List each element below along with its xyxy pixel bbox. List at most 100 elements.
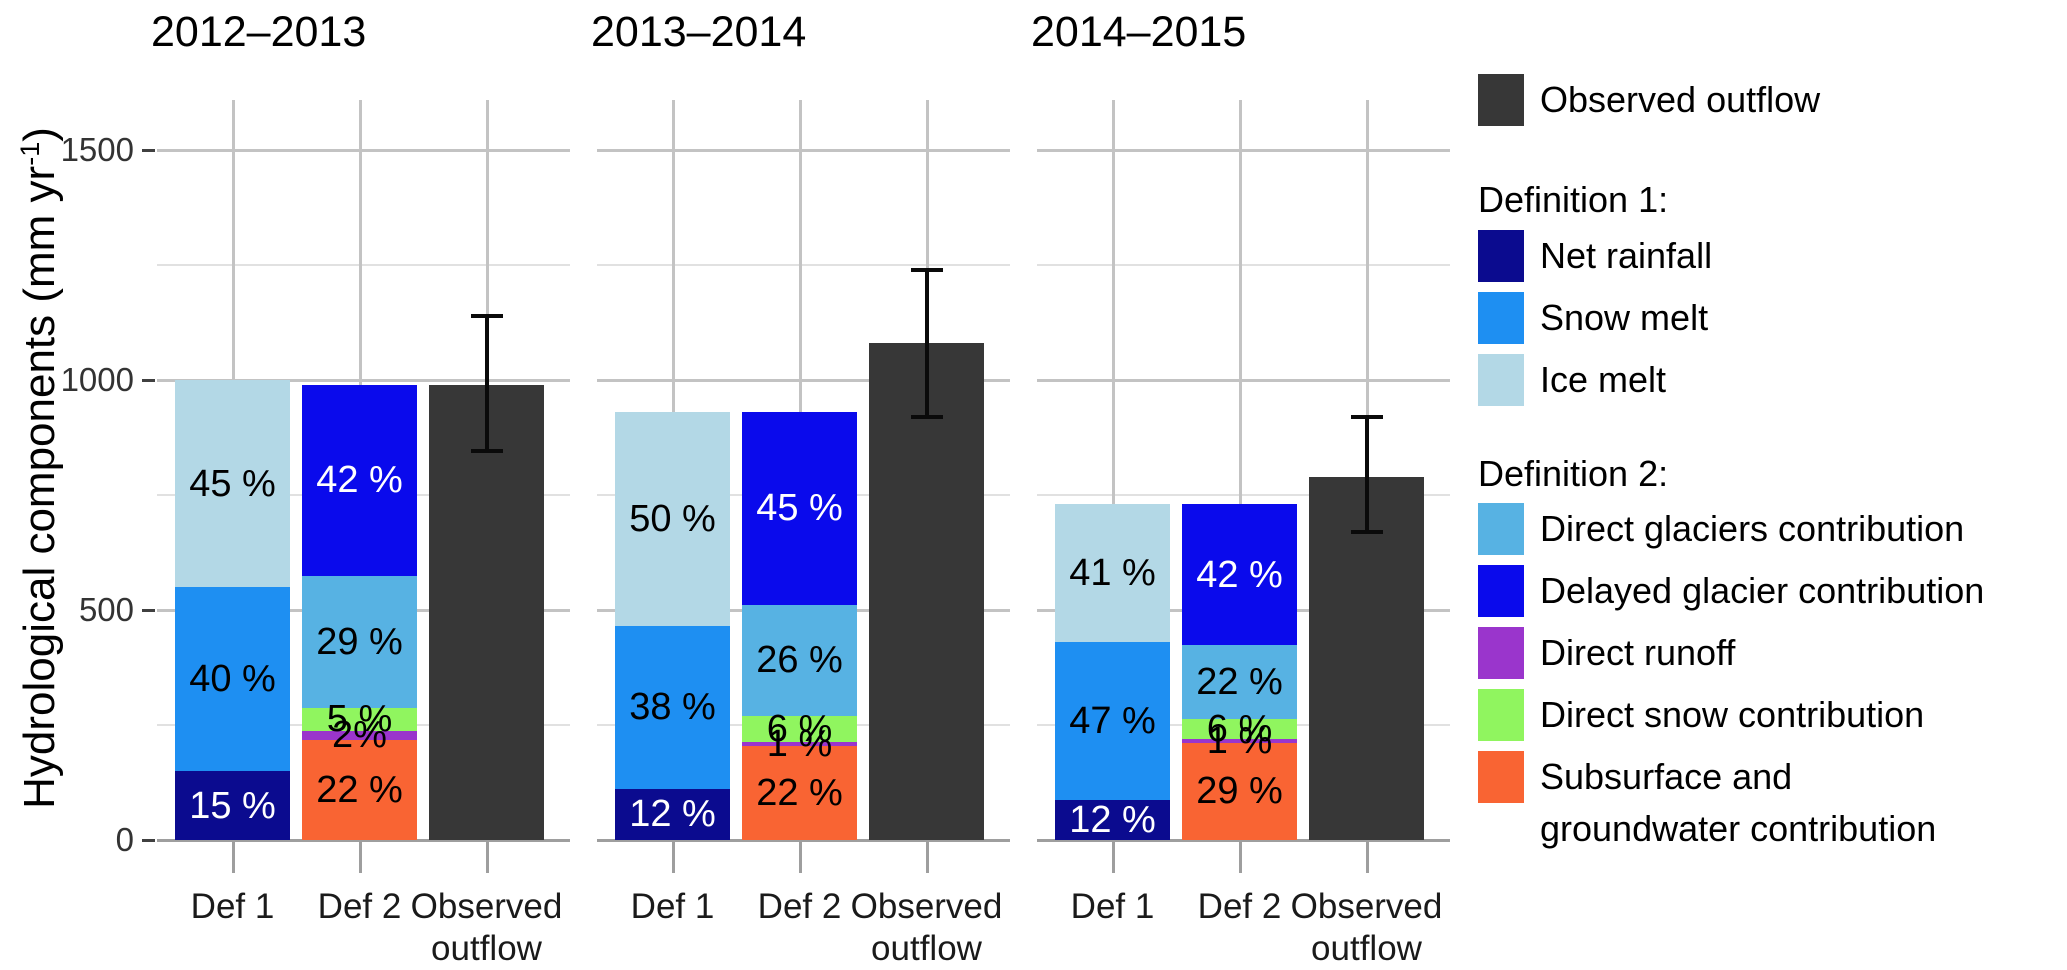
gridline-minor — [157, 264, 570, 266]
legend-label-direct-glaciers: Direct glaciers contribution — [1540, 508, 1965, 549]
bar-segment-snow_melt — [1055, 641, 1170, 800]
bar-segment-subsurface_groundwater — [742, 745, 857, 840]
segment-percent-label: 1 % — [766, 722, 833, 765]
bar-observed — [1309, 476, 1424, 840]
x-tick-label: Def 2 — [1197, 887, 1282, 926]
segment-percent-label: 12 % — [1069, 798, 1156, 841]
bar-segment-net_rainfall — [175, 771, 290, 840]
bar-segment-direct_runoff — [742, 741, 857, 746]
segment-percent-label: 38 % — [629, 686, 716, 729]
segment-percent-label: 6 % — [1206, 708, 1273, 751]
x-tick-mark — [925, 841, 929, 873]
bar-segment-delayed_glacier — [742, 412, 857, 605]
x-tick-label: Observed outflow — [410, 887, 563, 968]
segment-percent-label: 42 % — [316, 459, 403, 502]
segment-percent-label: 42 % — [1196, 553, 1283, 596]
x-tick-label: Observed outflow — [1290, 887, 1443, 968]
panel-2014–2015: 2014–2015 12 % 47 % 41 % 29 % 1 % 6 % 22 % 42 % D… — [1031, 0, 1450, 968]
x-tick-mark — [358, 841, 362, 873]
bar-observed — [869, 343, 984, 840]
legend-label-delayed-glacier: Delayed glacier contribution — [1540, 570, 1985, 611]
x-tick-label: Def 2 — [317, 887, 402, 926]
bar-segment-subsurface_groundwater — [302, 739, 417, 840]
error-bar-cap-bottom — [1350, 529, 1383, 534]
legend-swatch-ice-melt — [1478, 354, 1524, 406]
bar-segment-direct_glaciers — [1182, 645, 1297, 720]
gridline-minor — [1037, 494, 1450, 496]
legend-label-direct-runoff: Direct runoff — [1540, 632, 1736, 673]
axis-baseline — [597, 839, 1010, 842]
x-tick-mark — [485, 841, 489, 873]
gridline-major — [157, 379, 570, 382]
y-tick-mark — [142, 839, 155, 842]
bar-segment-direct_glaciers — [302, 575, 417, 708]
x-tick-label: Def 1 — [190, 887, 275, 926]
bar-observed — [429, 384, 544, 840]
y-tick-label: 0 — [115, 821, 134, 858]
bar-segment-ice_melt — [615, 412, 730, 627]
legend: Observed outflow Definition 1: Net rainfal… — [1478, 0, 2067, 968]
x-tick-mark — [1365, 841, 1369, 873]
legend-label-observed-outflow: Observed outflow — [1540, 79, 1821, 120]
gridline-major — [157, 149, 570, 152]
bar-segment-direct_runoff — [302, 730, 417, 740]
x-tick-mark — [671, 841, 675, 873]
segment-percent-label: 29 % — [1196, 770, 1283, 813]
error-bar-cap-bottom — [470, 449, 503, 454]
panel-title: 2014–2015 — [1031, 8, 1247, 56]
x-tick-label: Def 1 — [1070, 887, 1155, 926]
bar-segment-net_rainfall — [615, 788, 730, 840]
legend-swatch-delayed-glacier — [1478, 565, 1524, 617]
segment-percent-label: 47 % — [1069, 699, 1156, 742]
panel-title: 2012–2013 — [151, 8, 367, 56]
axis-baseline — [157, 839, 570, 842]
bar-segment-delayed_glacier — [1182, 504, 1297, 646]
bar-segment-snow_melt — [175, 587, 290, 771]
y-tick-label: 500 — [78, 591, 134, 628]
y-tick-mark — [142, 609, 155, 612]
y-tick-mark — [142, 379, 155, 382]
segment-percent-label: 5 % — [326, 698, 393, 741]
x-tick-label: Def 2 — [757, 887, 842, 926]
legend-swatch-snow-melt — [1478, 292, 1524, 344]
panel-2013–2014: 2013–2014 12 % 38 % 50 % 22 % 1 % 6 % 26 % 45 % D… — [591, 0, 1010, 968]
bar-segment-ice_melt — [175, 380, 290, 587]
x-tick-mark — [1111, 841, 1115, 873]
segment-percent-label: 2% — [332, 714, 387, 757]
x-tick-mark — [1238, 841, 1242, 873]
legend-label-snow-melt: Snow melt — [1540, 297, 1709, 338]
bar-segment-direct_snow — [742, 715, 857, 742]
segment-percent-label: 12 % — [629, 793, 716, 836]
axis-baseline — [1037, 839, 1450, 842]
legend-swatch-subsurface-groundwater — [1478, 751, 1524, 803]
y-tick-label: 1000 — [60, 361, 134, 398]
bar-segment-ice_melt — [1055, 504, 1170, 642]
legend-swatch-observed-outflow — [1478, 74, 1524, 126]
bar-segment-direct_runoff — [1182, 739, 1297, 743]
gridline-major — [1037, 149, 1450, 152]
segment-percent-label: 22 % — [1196, 661, 1283, 704]
gridline-vertical — [1238, 100, 1242, 840]
legend-label-subsurface-groundwater: Subsurface and groundwater contribution — [1540, 756, 1937, 849]
segment-percent-label: 1 % — [1206, 719, 1273, 762]
bar-segment-subsurface_groundwater — [1182, 742, 1297, 840]
bar-segment-delayed_glacier — [302, 384, 417, 576]
legend-header-definition-2: Definition 2: — [1478, 453, 1669, 494]
x-tick-label: Observed outflow — [850, 887, 1003, 968]
segment-percent-label: 45 % — [189, 462, 276, 505]
x-tick-mark — [231, 841, 235, 873]
segment-percent-label: 40 % — [189, 658, 276, 700]
error-bar — [1364, 416, 1369, 532]
segment-percent-label: 22 % — [756, 771, 843, 814]
error-bar-cap-bottom — [910, 414, 943, 419]
y-axis-title-text: Hydrological components (mm yr — [15, 165, 64, 809]
legend-label-direct-snow: Direct snow contribution — [1540, 694, 1925, 735]
bar-segment-direct_snow — [1182, 719, 1297, 740]
x-tick-label: Def 1 — [630, 887, 715, 926]
panel-2012–2013: 2012–2013 15 % 40 % 45 % 22 % 2% 5 % 29 % 42 % De… — [151, 0, 570, 968]
gridline-minor — [597, 264, 1010, 266]
gridline-major — [597, 149, 1010, 152]
bar-segment-direct_glaciers — [742, 604, 857, 716]
bar-segment-snow_melt — [615, 626, 730, 789]
